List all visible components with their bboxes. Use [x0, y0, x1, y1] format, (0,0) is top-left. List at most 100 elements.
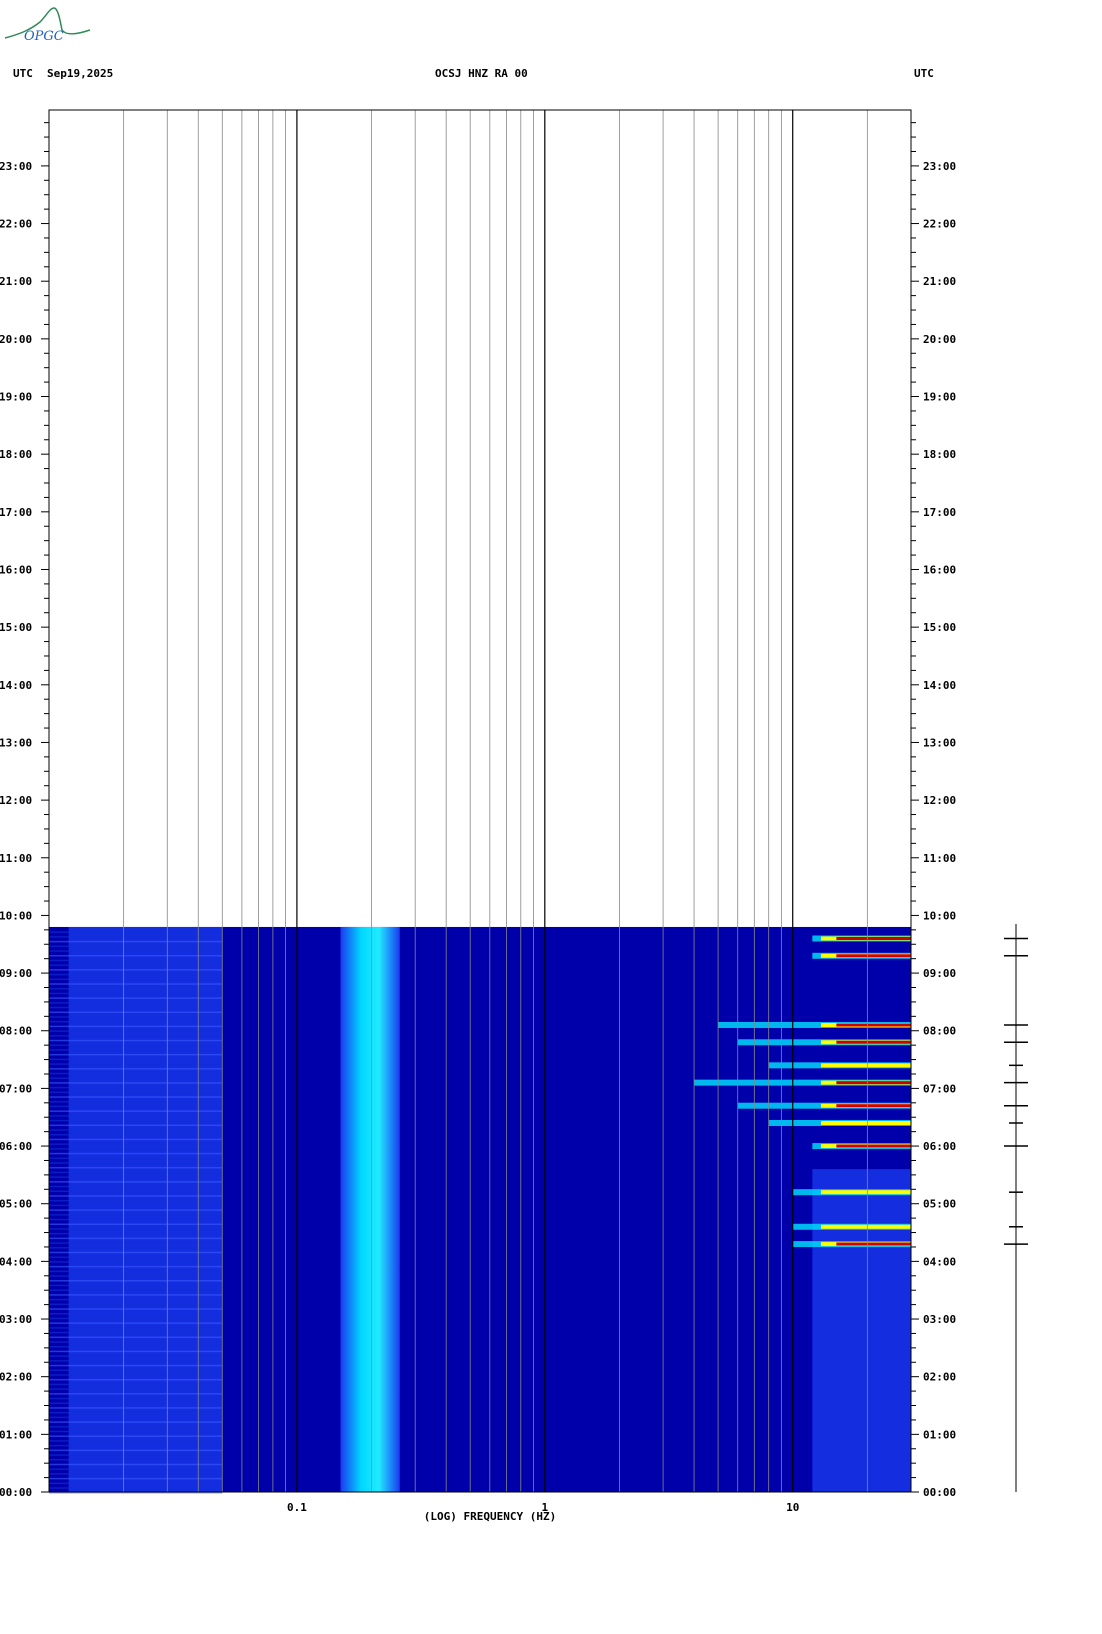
y-tick-label-left: 08:00 — [0, 1025, 32, 1038]
heatmap-stripe — [49, 1251, 223, 1254]
heatmap-stripe — [49, 1468, 223, 1470]
heatmap-event-6 — [737, 1102, 911, 1109]
y-tick-label-right: 10:00 — [923, 909, 956, 922]
heatmap-stripe — [49, 1388, 223, 1390]
timezone-right: UTC — [914, 67, 934, 80]
heatmap-event-1 — [812, 952, 911, 959]
heatmap-stripe — [49, 987, 223, 990]
heatmap-event-11 — [792, 1241, 911, 1248]
time-axis: 00:00 00:00 01:00 01:00 02:00 02:00 03:00 03:00… — [0, 122, 956, 1499]
heatmap-stripe — [49, 1454, 223, 1456]
heatmap-stripe — [49, 1077, 223, 1079]
y-tick-label-right: 01:00 — [923, 1428, 956, 1441]
heatmap-band-0 — [340, 926, 400, 1492]
heatmap-stripe — [49, 1006, 223, 1009]
heatmap-event-2 — [718, 1021, 911, 1028]
y-tick-label-right: 16:00 — [923, 563, 956, 576]
event-peak — [836, 1081, 911, 1085]
heatmap-stripe — [49, 1199, 223, 1202]
x-tick-label: 0.1 — [287, 1501, 307, 1514]
y-tick-label-right: 04:00 — [923, 1255, 956, 1268]
heatmap-stripe — [49, 1025, 223, 1028]
heatmap-stripe — [49, 1011, 223, 1014]
heatmap-stripe — [49, 1082, 223, 1084]
heatmap-stripe — [49, 1275, 223, 1277]
event-halo — [718, 1021, 911, 1028]
heatmap-stripe — [49, 1162, 223, 1164]
event-core — [820, 1120, 911, 1125]
x-tick-label: 1 — [541, 1501, 548, 1514]
heatmap-stripe — [49, 1492, 223, 1494]
heatmap-stripe — [49, 1280, 223, 1282]
event-core — [820, 1224, 911, 1229]
event-peak — [836, 936, 911, 940]
heatmap-stripe — [49, 1237, 223, 1240]
heatmap-stripe — [49, 1393, 223, 1395]
y-tick-label-right: 12:00 — [923, 794, 956, 807]
logo-text: OPGC — [24, 29, 64, 44]
heatmap-stripe — [49, 1166, 223, 1169]
opgc-logo: OPGC — [4, 7, 91, 44]
y-tick-label-right: 06:00 — [923, 1140, 956, 1153]
heatmap-stripe — [49, 1119, 223, 1122]
heatmap-stripe — [49, 1487, 223, 1489]
x-axis-label: (LOG) FREQUENCY (HZ) — [424, 1510, 556, 1523]
heatmap-stripe — [49, 1435, 223, 1437]
event-peak — [836, 1023, 911, 1027]
heatmap-stripe — [49, 1426, 223, 1428]
heatmap-stripe — [49, 1303, 223, 1306]
heatmap-stripe — [49, 1336, 223, 1339]
heatmap-stripe — [49, 1214, 223, 1216]
y-tick-label-right: 09:00 — [923, 967, 956, 980]
event-halo — [694, 1079, 911, 1086]
heatmap-stripe — [49, 945, 223, 948]
heatmap-stripe — [49, 1411, 223, 1414]
heatmap-event-4 — [768, 1062, 911, 1069]
y-tick-label-left: 21:00 — [0, 275, 32, 288]
heatmap-stripe — [49, 1190, 223, 1193]
y-tick-label-right: 05:00 — [923, 1198, 956, 1211]
y-tick-label-left: 19:00 — [0, 391, 32, 404]
heatmap-stripe — [49, 1068, 223, 1070]
heatmap-event-9 — [792, 1189, 911, 1196]
y-tick-label-right: 14:00 — [923, 679, 956, 692]
plot-frame — [48, 109, 912, 1493]
event-peak — [836, 1040, 911, 1044]
heatmap-stripe — [49, 1096, 223, 1098]
heatmap-band-2 — [812, 1169, 911, 1492]
heatmap-stripe — [49, 1265, 223, 1268]
heatmap-stripe — [49, 1369, 223, 1372]
heatmap-stripe — [49, 1473, 223, 1475]
heatmap-event-5 — [694, 1079, 911, 1086]
heatmap-stripe — [49, 1124, 223, 1127]
heatmap-stripe — [49, 1364, 223, 1367]
timezone-left: UTC — [13, 67, 33, 80]
heatmap-stripe — [49, 1058, 223, 1061]
heatmap-stripe — [49, 1407, 223, 1409]
heatmap-stripe — [49, 1030, 223, 1032]
y-tick-label-left: 06:00 — [0, 1140, 32, 1153]
event-peak — [836, 1242, 911, 1246]
heatmap-event-8 — [812, 1143, 911, 1150]
heatmap-stripe — [49, 1105, 223, 1108]
heatmap-stripe — [49, 1148, 223, 1150]
station-title: OCSJ HNZ RA 00 — [435, 67, 528, 80]
heatmap-stripe — [49, 1449, 223, 1452]
heatmap-stripe — [49, 1002, 223, 1004]
heatmap-event-7 — [768, 1119, 911, 1126]
y-tick-label-left: 20:00 — [0, 333, 32, 346]
y-tick-label-left: 13:00 — [0, 736, 32, 749]
heatmap-event-3 — [737, 1039, 911, 1046]
heatmap-stripe — [49, 1181, 223, 1183]
heatmap-stripe — [49, 1355, 223, 1357]
heatmap-stripe — [49, 1350, 223, 1353]
heatmap-stripe — [49, 1430, 223, 1433]
y-tick-label-left: 17:00 — [0, 506, 32, 519]
heatmap-stripe — [49, 1331, 223, 1334]
heatmap-stripe — [49, 1247, 223, 1249]
y-tick-label-right: 08:00 — [923, 1025, 956, 1038]
heatmap-stripe — [49, 983, 223, 985]
heatmap-stripe — [49, 1143, 223, 1145]
y-tick-label-left: 09:00 — [0, 967, 32, 980]
